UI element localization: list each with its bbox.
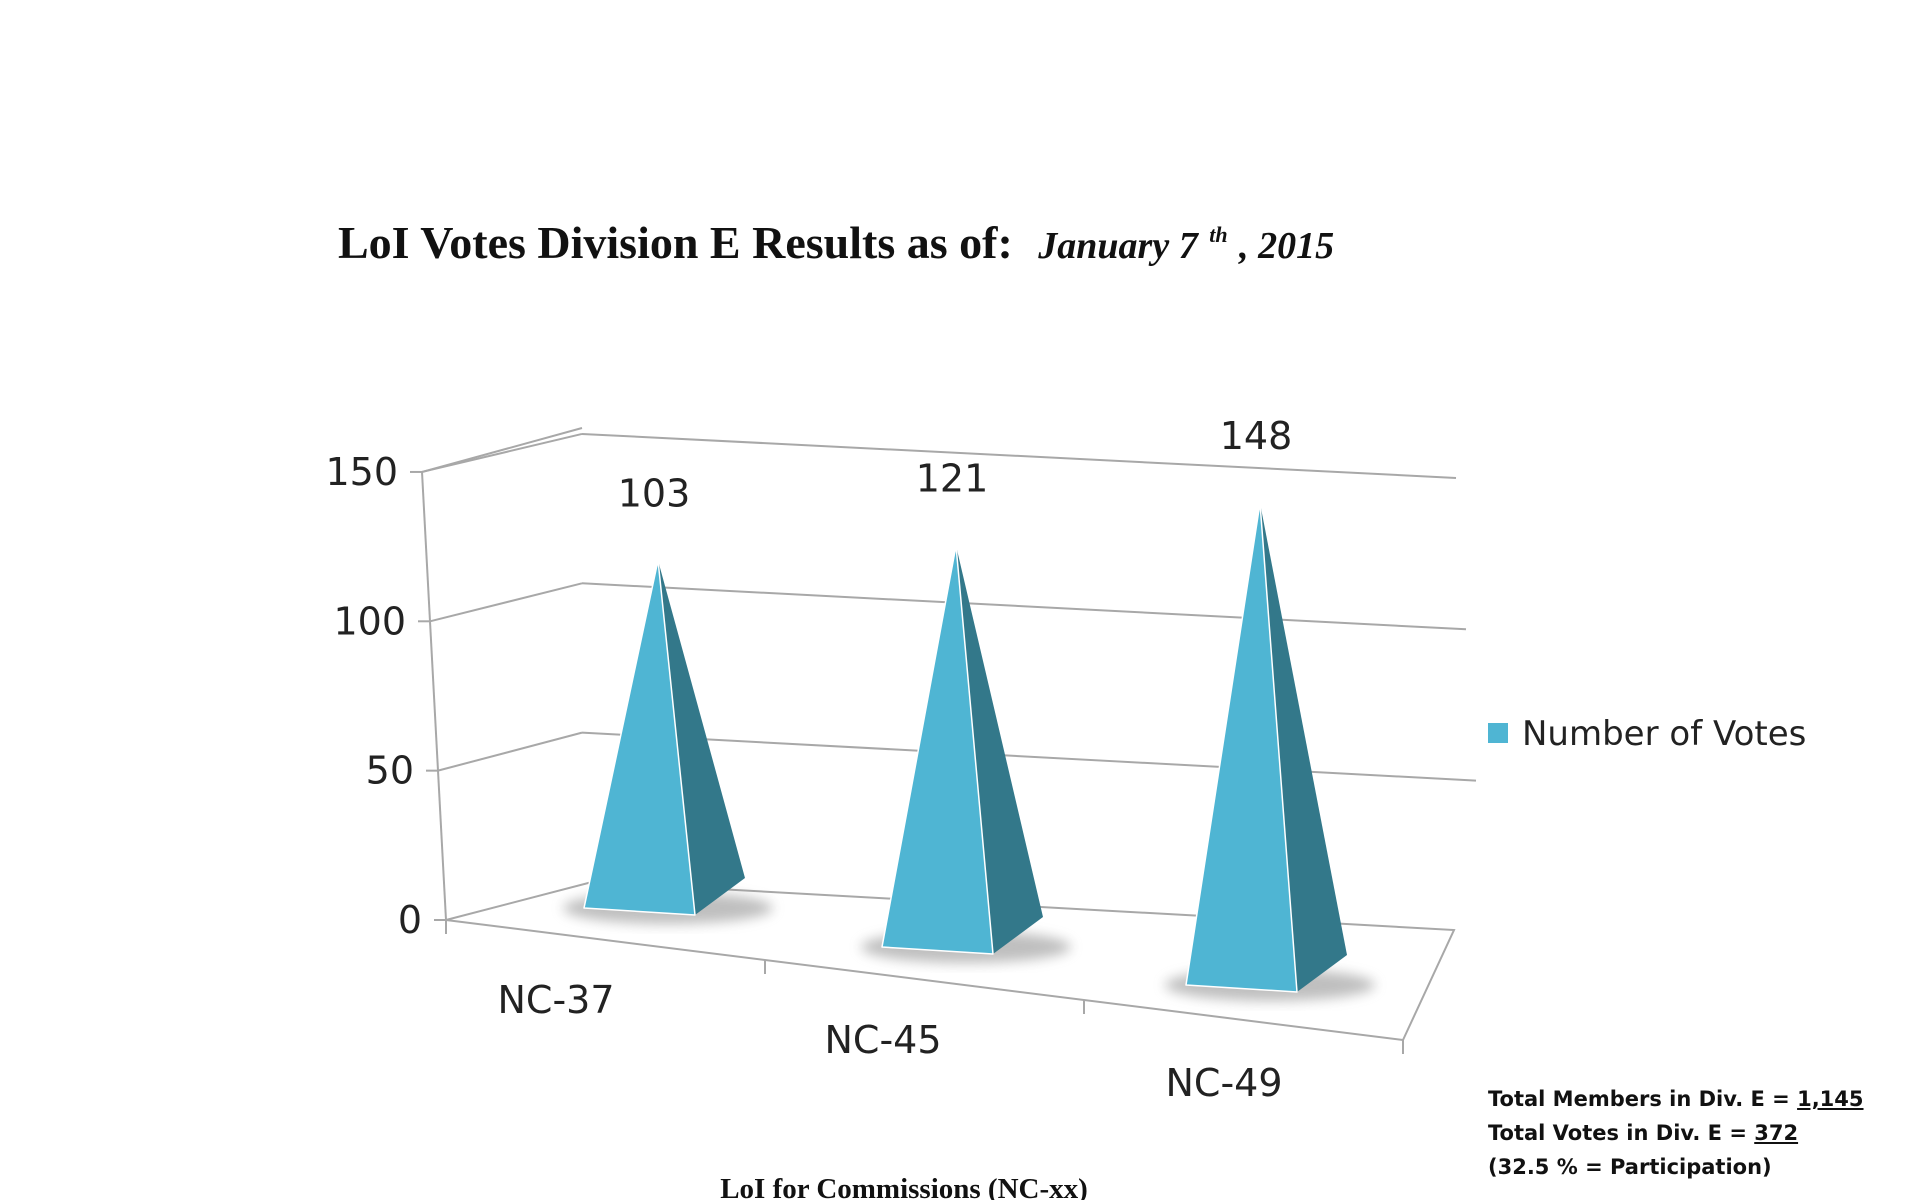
pyramid-NC-45: 121 NC-45	[824, 457, 1071, 1062]
pyramid-front-NC-45	[881, 544, 994, 955]
pyramid-side-NC-45	[956, 545, 1043, 954]
y-tick-label-150: 150	[325, 450, 398, 494]
chart-title: LoI Votes Division E Results as of: Janu…	[338, 201, 1334, 268]
gridline-back-50	[581, 731, 1477, 782]
gridline-back-100	[581, 582, 1467, 631]
pyramid-bars: 103 NC-37 121 NC-45 148 NC-49	[497, 414, 1375, 1105]
pyramid-side-NC-37	[658, 560, 745, 915]
x-axis-ticks	[445, 920, 1404, 1054]
pyramid-NC-49: 148 NC-49	[1165, 414, 1375, 1105]
y-tick-label-0: 0	[398, 898, 422, 942]
gridlines	[421, 432, 1477, 782]
x-tick-label-NC-45: NC-45	[824, 1018, 941, 1062]
x-tick-label-NC-49: NC-49	[1165, 1061, 1282, 1105]
votes-label: Total Votes in Div. E =	[1488, 1121, 1755, 1145]
value-label-NC-45: 121	[916, 457, 989, 501]
chart-title-date-year: , 2015	[1238, 225, 1334, 267]
pyramid-side-NC-49	[1260, 502, 1347, 992]
x-axis-title: LoI for Commissions (NC-xx)	[720, 1173, 1088, 1200]
participation-line: (32.5 % = Participation)	[1488, 1155, 1772, 1179]
legend-label: Number of Votes	[1522, 714, 1806, 754]
members-value: 1,145	[1797, 1087, 1864, 1111]
chart-title-date: January 7	[1037, 225, 1199, 267]
x-tick-label-NC-37: NC-37	[497, 978, 614, 1022]
chart-title-date-suffix: th	[1209, 222, 1227, 247]
y-tick-label-50: 50	[366, 749, 414, 793]
chart-title-main: LoI Votes Division E Results as of:	[338, 217, 1013, 268]
y-axis-ticks: 0 50 100 150	[325, 450, 446, 942]
legend: Number of Votes	[1488, 714, 1806, 754]
floor-front-edge	[445, 919, 1404, 1041]
gridline-back-150	[581, 432, 1457, 479]
y-tick-label-100: 100	[333, 599, 406, 643]
gridline-left-150	[421, 432, 583, 473]
members-label: Total Members in Div. E =	[1488, 1087, 1798, 1111]
summary-notes: Total Members in Div. E = 1,145 Total Vo…	[1488, 1082, 1908, 1184]
gridline-left-100	[429, 582, 583, 623]
members-line: Total Members in Div. E = 1,145	[1488, 1082, 1908, 1116]
pyramid-front-NC-49	[1185, 502, 1298, 993]
votes-line: Total Votes in Div. E = 372	[1488, 1116, 1908, 1150]
pyramid-front-NC-37	[583, 559, 696, 916]
value-label-NC-37: 103	[618, 471, 691, 515]
gridline-left-50	[437, 731, 583, 772]
left-wall-edge	[421, 471, 447, 921]
value-label-NC-49: 148	[1220, 414, 1293, 458]
votes-value: 372	[1754, 1121, 1799, 1145]
legend-swatch	[1488, 723, 1508, 743]
pyramid-NC-37: 103 NC-37	[497, 471, 773, 1022]
